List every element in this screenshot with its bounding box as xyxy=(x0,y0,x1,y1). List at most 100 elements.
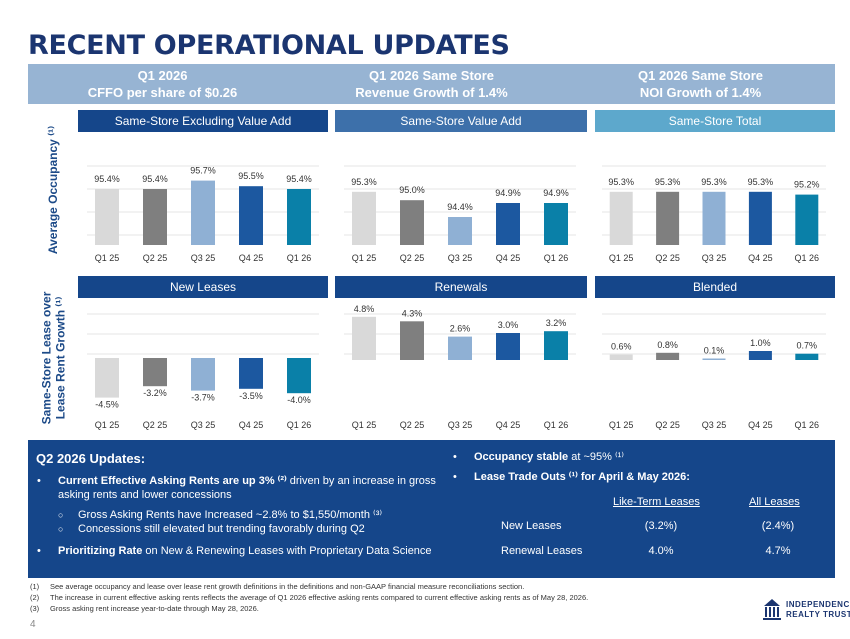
data-label: 95.2% xyxy=(794,180,820,190)
footnote-number: (3) xyxy=(30,604,40,613)
growth-label-line1: Same-Store Lease over xyxy=(39,291,54,424)
bullet-text: on New & Renewing Leases with Proprietar… xyxy=(142,545,432,557)
chart-blended: 0.6% Q1 25 0.8% Q2 25 0.1% Q3 25 1.0% Q4 25 0.7%… xyxy=(598,300,830,434)
footnote: (1) See average occupancy and lease over … xyxy=(30,581,730,592)
data-label: 95.4% xyxy=(94,174,120,184)
category-label: Q2 25 xyxy=(400,420,425,430)
data-label: 95.3% xyxy=(748,177,774,187)
panel-header-value-add: Same-Store Value Add xyxy=(335,110,587,132)
bar xyxy=(544,331,568,360)
data-label: 95.7% xyxy=(190,166,216,176)
chart-occupancy-excl-value-add: 95.4% Q1 25 95.4% Q2 25 95.7% Q3 25 95.5% Q4 25… xyxy=(83,138,323,270)
building-icon xyxy=(763,599,781,620)
category-label: Q4 25 xyxy=(239,420,264,430)
panel-header-new-leases: New Leases xyxy=(78,276,328,298)
bar xyxy=(795,194,819,245)
bar xyxy=(400,200,424,245)
page-number: 4 xyxy=(30,619,36,630)
bar xyxy=(352,191,376,245)
data-label: 3.2% xyxy=(546,318,567,328)
chart-svg: 0.6% Q1 25 0.8% Q2 25 0.1% Q3 25 1.0% Q4 25 0.7%… xyxy=(602,313,826,430)
chart-new-leases: -4.5% Q1 25 -3.2% Q2 25 -3.7% Q3 25 -3.5% Q4 25… xyxy=(83,300,323,434)
category-label: Q1 25 xyxy=(352,253,377,263)
kpi-line2: NOI Growth of 1.4% xyxy=(639,85,762,100)
chart-occupancy-value-add: 95.3% Q1 25 95.0% Q2 25 94.4% Q3 25 94.9% Q4 25… xyxy=(340,138,580,270)
kpi-noi: Q1 2026 Same Store NOI Growth of 1.4% xyxy=(566,64,835,104)
table-row-label: New Leases xyxy=(501,520,562,532)
data-label: 95.3% xyxy=(608,177,634,187)
company-logo: INDEPENDENCE REALTY TRUST xyxy=(762,598,850,622)
category-label: Q4 25 xyxy=(748,420,773,430)
kpi-cffo: Q1 2026 CFFO per share of $0.26 xyxy=(28,64,297,104)
category-label: Q1 26 xyxy=(795,253,820,263)
category-label: Q1 26 xyxy=(287,420,312,430)
bar xyxy=(448,336,472,360)
data-label: -3.2% xyxy=(143,388,167,398)
updates-list: Current Effective Asking Rents are up 3%… xyxy=(36,474,436,564)
bullet-text: driven by an increase in gross asking re… xyxy=(58,475,436,501)
category-label: Q3 25 xyxy=(702,253,727,263)
data-label: 95.4% xyxy=(286,174,312,184)
data-label: 4.8% xyxy=(354,304,375,314)
category-label: Q2 25 xyxy=(143,253,168,263)
data-label: 0.8% xyxy=(657,340,678,350)
category-label: Q1 25 xyxy=(352,420,377,430)
data-label: 0.1% xyxy=(704,346,725,356)
bar xyxy=(95,189,119,245)
data-label: 94.9% xyxy=(495,188,521,198)
category-label: Q1 25 xyxy=(609,253,634,263)
panel-header-renewals: Renewals xyxy=(335,276,587,298)
growth-label: Same-Store Lease over Lease Rent Growth … xyxy=(39,291,67,424)
table-cell: 4.0% xyxy=(648,545,674,557)
category-label: Q4 25 xyxy=(748,253,773,263)
row-label-growth: Same-Store Lease over Lease Rent Growth … xyxy=(28,280,78,435)
data-label: 95.0% xyxy=(399,185,425,195)
table-cell: (2.4%) xyxy=(761,520,795,532)
data-label: 94.4% xyxy=(447,202,473,212)
category-label: Q1 26 xyxy=(795,420,820,430)
kpi-line2: CFFO per share of $0.26 xyxy=(87,85,238,100)
kpi-bar: Q1 2026 CFFO per share of $0.26 Q1 2026 … xyxy=(28,64,835,104)
bar xyxy=(448,217,472,245)
update-bullet-occupancy: Occupancy stable at ~95% ⁽¹⁾ xyxy=(452,450,832,464)
update-sub-gross-rents: Gross Asking Rents have Increased ~2.8% … xyxy=(36,508,436,522)
data-label: 95.3% xyxy=(655,177,681,187)
data-label: 95.5% xyxy=(238,171,264,181)
page-title: RECENT OPERATIONAL UPDATES xyxy=(28,30,510,61)
q2-updates-panel: Q2 2026 Updates: Current Effective Askin… xyxy=(28,440,835,578)
bullet-bold: Current Effective Asking Rents are up 3%… xyxy=(58,475,287,487)
bullet-bold: Occupancy stable xyxy=(474,451,569,463)
kpi-line1: Q1 2026 Same Store xyxy=(368,68,495,83)
bar xyxy=(544,203,568,245)
table-row-label: Renewal Leases xyxy=(501,545,583,557)
footnotes: (1) See average occupancy and lease over … xyxy=(30,581,730,614)
footnote: (2) The increase in current effective ask… xyxy=(30,592,730,603)
data-label: -4.5% xyxy=(95,400,119,410)
data-label: 4.3% xyxy=(402,308,423,318)
bar xyxy=(656,352,680,360)
chart-svg: 95.4% Q1 25 95.4% Q2 25 95.7% Q3 25 95.5% Q4 25… xyxy=(87,165,319,263)
chart-svg: 95.3% Q1 25 95.0% Q2 25 94.4% Q3 25 94.9% Q4 25… xyxy=(344,165,576,263)
data-label: 94.9% xyxy=(543,188,569,198)
kpi-line1: Q1 2026 xyxy=(137,68,188,83)
table-cell: 4.7% xyxy=(765,545,791,557)
bar xyxy=(496,203,520,245)
chart-svg: -4.5% Q1 25 -3.2% Q2 25 -3.7% Q3 25 -3.5% Q4 25… xyxy=(87,313,319,430)
row-label-occupancy: Average Occupancy ⁽¹⁾ xyxy=(28,110,78,270)
updates-right: Occupancy stable at ~95% ⁽¹⁾ Lease Trade… xyxy=(452,450,832,490)
category-label: Q2 25 xyxy=(400,253,425,263)
bar xyxy=(143,358,167,387)
chart-svg: 95.3% Q1 25 95.3% Q2 25 95.3% Q3 25 95.3% Q4 25… xyxy=(602,165,826,263)
category-label: Q1 26 xyxy=(544,420,569,430)
data-label: 2.6% xyxy=(450,324,471,334)
table-header-like-term: Like-Term Leases xyxy=(613,496,700,508)
category-label: Q3 25 xyxy=(191,253,216,263)
bar xyxy=(609,354,633,360)
bar xyxy=(95,358,119,398)
data-label: -3.7% xyxy=(191,393,215,403)
bar xyxy=(191,180,215,245)
chart-renewals: 4.8% Q1 25 4.3% Q2 25 2.6% Q3 25 3.0% Q4 25 3.2%… xyxy=(340,300,580,434)
chart-occupancy-total: 95.3% Q1 25 95.3% Q2 25 95.3% Q3 25 95.3% Q4 25… xyxy=(598,138,830,270)
category-label: Q3 25 xyxy=(191,420,216,430)
data-label: 95.4% xyxy=(142,174,168,184)
